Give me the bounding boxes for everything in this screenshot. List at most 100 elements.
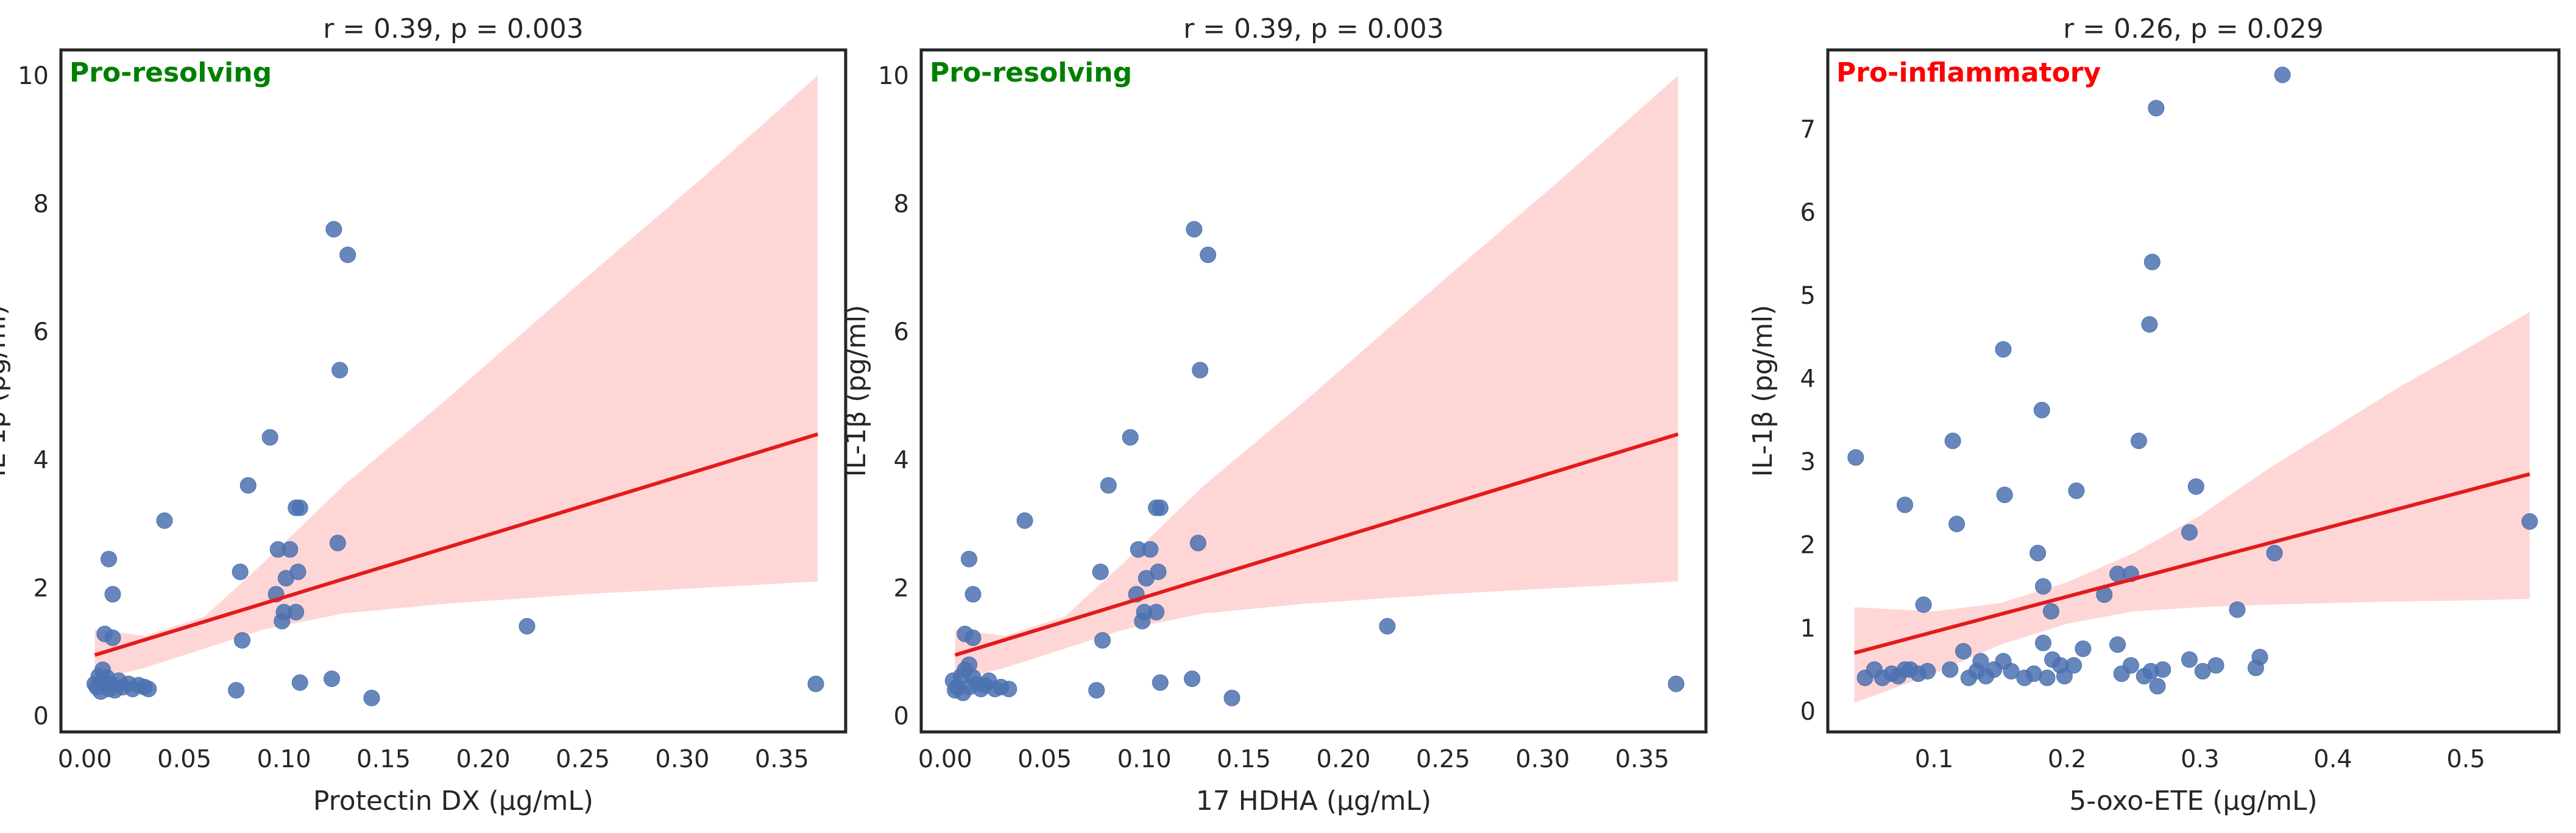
data-point [2229,601,2246,618]
data-point [518,618,536,634]
y-tick-label: 8 [34,190,49,218]
data-point [1088,682,1105,699]
data-point [104,586,121,603]
confidence-band [1854,312,2530,703]
data-point [2521,513,2538,530]
y-axis-label: IL-1β (pg/ml) [841,305,872,477]
data-point [1944,432,1961,449]
data-point [1148,603,1165,620]
y-axis-label: IL-1β (pg/ml) [0,305,12,477]
data-point [2033,401,2050,418]
data-point [2141,316,2158,333]
y-axis-label: IL-1β (pg/ml) [1747,305,1778,477]
data-point [1847,449,1864,466]
data-point [1200,247,1217,263]
x-tick-label: 0.05 [1017,745,1072,773]
data-point [1897,496,1913,513]
data-point [1150,563,1167,580]
data-point [324,670,341,687]
panel-2: 0.00 0.05 0.10 0.15 0.20 0.25 0.30 0.35 0 2 4 6 8 10 r… [841,13,1708,817]
x-tick-label: 0.30 [655,745,709,773]
data-point [1942,661,1959,678]
data-point [2065,657,2082,674]
data-point [1948,516,1966,532]
x-tick-label: 0.4 [2313,745,2352,773]
data-point [2207,657,2224,674]
data-point [329,535,346,552]
data-point [274,613,291,630]
chart-title: r = 0.39, p = 0.003 [1183,13,1444,44]
confidence-band [94,76,818,681]
plot-frame [919,48,1708,734]
y-tick-label: 8 [894,190,909,218]
x-tick-label: 0.25 [1416,745,1470,773]
data-point [88,678,105,695]
data-point [1223,689,1240,706]
data-point [2039,669,2056,686]
chart-annotation: Pro-resolving [69,57,272,88]
data-point [2148,100,2165,117]
x-tick-label: 0.35 [755,745,809,773]
data-point [2068,482,2085,499]
data-point [331,362,349,379]
y-tick-label: 5 [1800,282,1816,310]
data-point [2075,640,2092,657]
confidence-band [955,76,1679,681]
y-tick-label: 10 [878,62,909,90]
x-tick-label: 0.20 [1317,745,1371,773]
data-point [288,603,305,620]
data-point [977,677,994,694]
data-point [1094,632,1111,649]
x-tick-label: 0.5 [2446,745,2485,773]
data-point [2149,678,2166,695]
y-tick-label: 0 [34,703,49,731]
data-point [1919,663,1936,680]
y-tick-label: 7 [1800,116,1816,144]
data-point [2181,651,2198,668]
data-point [239,477,257,494]
data-point [2035,578,2051,595]
data-point [156,512,173,529]
data-point [2187,478,2204,495]
data-point [1192,362,1209,379]
data-point [2003,663,2020,680]
scatter-points [87,221,824,706]
data-point [1996,487,2013,504]
data-point [2181,524,2198,541]
y-tick-label: 4 [894,446,909,474]
data-point [2274,66,2291,83]
data-point [1122,429,1139,446]
data-point [1955,643,1972,659]
y-tick-label: 3 [1800,448,1816,476]
x-tick-label: 0.2 [2048,745,2087,773]
x-axis-label: 5-oxo-ETE (µg/mL) [2069,786,2317,817]
data-point [1000,681,1017,697]
data-point [2043,603,2059,620]
data-point [228,682,245,699]
data-point [291,674,308,691]
scatter-points [1847,66,2538,695]
data-point [1915,596,1932,613]
x-tick-label: 0.30 [1515,745,1569,773]
x-tick-label: 0.3 [2181,745,2220,773]
data-point [964,629,982,646]
data-point [1184,670,1201,687]
regression-line [94,432,819,657]
regression-line [1853,472,2530,655]
data-point [1972,653,1989,670]
data-point [234,632,250,649]
y-tick-label: 0 [894,703,909,731]
y-tick-label: 2 [34,574,49,602]
x-tick-label: 0.00 [918,745,972,773]
data-point [1134,613,1151,630]
data-point [1668,675,1685,692]
data-point [2131,432,2147,449]
data-point [2251,648,2268,666]
plot-frame [59,48,847,734]
data-point [291,499,308,516]
data-point [140,681,157,697]
y-tick-label: 2 [894,574,909,602]
plot-frame [1826,48,2561,734]
y-tick-label: 10 [18,62,49,90]
